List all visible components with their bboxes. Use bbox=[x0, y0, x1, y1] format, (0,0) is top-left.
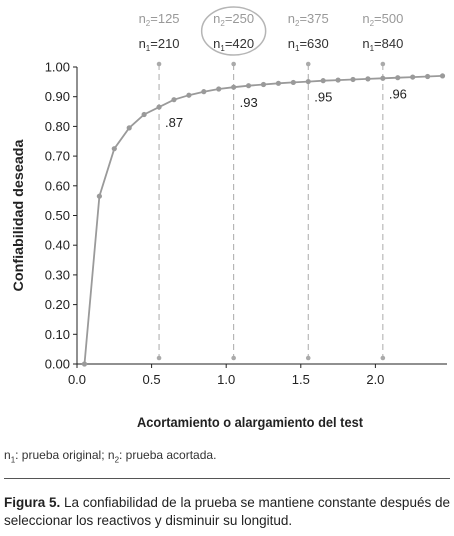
footnote-n2-text: : prueba acortada. bbox=[119, 448, 217, 462]
guide-top-dot bbox=[156, 61, 162, 67]
data-point bbox=[425, 73, 431, 80]
chart-axes: 0.00 0.10 0.20 0.30 0.40 0.50 0.60 0.70 0.80 0.90… bbox=[45, 60, 447, 387]
data-point bbox=[96, 193, 102, 199]
data-label: .95 bbox=[314, 90, 332, 105]
highlight-ellipse bbox=[200, 6, 267, 56]
reliability-chart: 0.00 0.10 0.20 0.30 0.40 0.50 0.60 0.70 0.80 0.90… bbox=[10, 6, 447, 430]
guide-bottom-dot bbox=[231, 355, 236, 361]
y-tick-label: 0.90 bbox=[45, 89, 70, 104]
data-point bbox=[320, 78, 326, 84]
series-line bbox=[83, 75, 443, 365]
n2-label: n2=375 bbox=[288, 11, 329, 28]
y-tick-label: 0.70 bbox=[45, 149, 70, 164]
caption-label: Figura 5. bbox=[4, 495, 61, 510]
data-point bbox=[201, 89, 207, 95]
caption-text: La confiabilidad de la prueba se mantien… bbox=[4, 495, 450, 528]
x-tick-label: 1.5 bbox=[292, 372, 310, 387]
chart-labels: Acortamiento o alargamiento del test Conf… bbox=[10, 6, 407, 430]
data-point bbox=[111, 146, 117, 152]
figure-caption: Figura 5. La confiabilidad de la prueba … bbox=[4, 494, 450, 530]
footnote: n1: prueba original; n2: prueba acortada… bbox=[4, 448, 216, 464]
data-point bbox=[305, 78, 311, 85]
data-point bbox=[245, 83, 252, 89]
marker-guides bbox=[156, 61, 386, 361]
x-tick-label: 2.0 bbox=[366, 372, 384, 387]
x-tick-label: 0.0 bbox=[68, 372, 86, 387]
x-tick-label: 1.0 bbox=[217, 372, 235, 387]
n1-label: n1=840 bbox=[362, 36, 403, 53]
data-point bbox=[260, 81, 267, 88]
data-point bbox=[439, 73, 446, 79]
data-point bbox=[156, 104, 162, 110]
guide-top-dot bbox=[305, 61, 311, 67]
y-tick-label: 0.10 bbox=[45, 327, 70, 342]
x-tick-label: 0.5 bbox=[143, 372, 161, 387]
caption-divider bbox=[4, 478, 450, 479]
guide-bottom-dot bbox=[305, 355, 311, 361]
data-point bbox=[126, 125, 132, 131]
footnote-n2-subscript: 2 bbox=[114, 455, 120, 465]
data-point bbox=[141, 111, 147, 118]
y-tick-label: 0.00 bbox=[45, 357, 70, 372]
data-point bbox=[186, 92, 192, 98]
y-tick-label: 0.40 bbox=[45, 238, 70, 253]
data-label: .87 bbox=[165, 115, 183, 130]
guide-bottom-dot bbox=[380, 355, 386, 361]
y-tick-label: 0.60 bbox=[45, 178, 70, 193]
data-point bbox=[335, 77, 341, 83]
y-tick-label: 0.50 bbox=[45, 208, 70, 223]
data-point bbox=[290, 79, 296, 86]
data-point bbox=[380, 75, 386, 81]
guide-bottom-dot bbox=[156, 355, 162, 361]
n2-label: n2=500 bbox=[362, 11, 403, 28]
data-point bbox=[171, 97, 177, 103]
n1-label: n1=630 bbox=[288, 36, 329, 53]
data-label: .96 bbox=[389, 86, 407, 101]
y-tick-label: 0.20 bbox=[45, 297, 70, 312]
n1-label: n1=210 bbox=[139, 36, 180, 53]
footnote-n2-symbol: n bbox=[107, 448, 115, 462]
data-point bbox=[395, 75, 401, 81]
data-label: .93 bbox=[240, 95, 258, 110]
data-point bbox=[216, 86, 222, 92]
n2-label: n2=125 bbox=[139, 11, 180, 28]
n1-label: n1=420 bbox=[213, 36, 254, 53]
x-axis-title: Acortamiento o alargamiento del test bbox=[137, 414, 363, 430]
y-tick-label: 0.80 bbox=[45, 119, 70, 134]
data-point bbox=[365, 76, 371, 82]
data-point bbox=[350, 76, 356, 83]
data-point bbox=[410, 74, 416, 80]
footnote-n1-symbol: n bbox=[4, 448, 11, 462]
data-point bbox=[81, 361, 88, 367]
y-tick-label: 1.00 bbox=[45, 60, 70, 75]
data-point bbox=[231, 84, 237, 90]
n2-label: n2=250 bbox=[213, 11, 254, 28]
y-tick-label: 0.30 bbox=[45, 267, 70, 282]
footnote-n1-subscript: 1 bbox=[10, 455, 16, 465]
plot-series bbox=[81, 73, 446, 367]
guide-top-dot bbox=[231, 61, 236, 67]
data-point bbox=[275, 80, 282, 86]
footnote-n1-text: : prueba original; bbox=[15, 448, 108, 462]
y-axis-title: Confiabilidad deseada bbox=[10, 139, 26, 291]
guide-top-dot bbox=[380, 61, 386, 67]
